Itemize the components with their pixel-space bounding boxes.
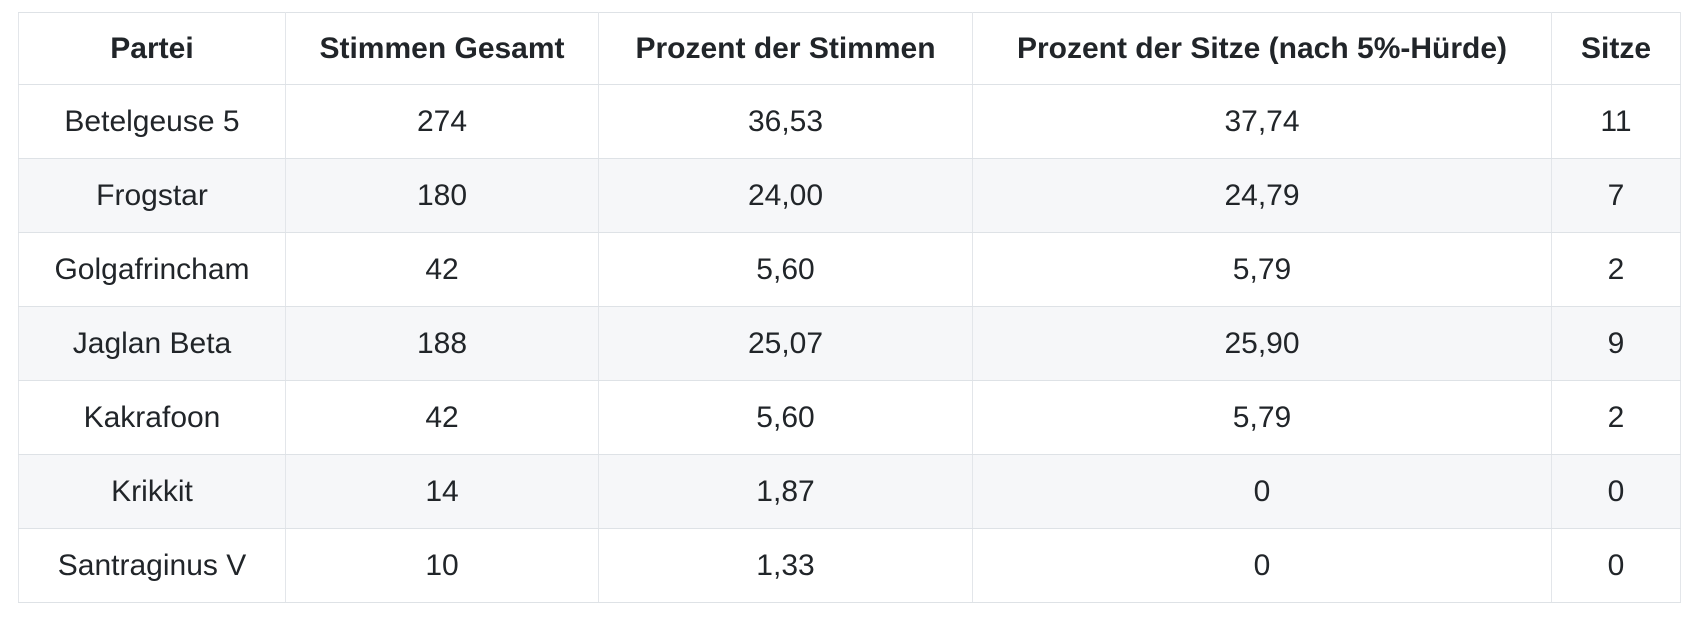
table-cell: 7	[1551, 158, 1681, 233]
column-header: Prozent der Sitze (nach 5%-Hürde)	[972, 12, 1552, 85]
table-cell: 24,79	[972, 158, 1552, 233]
table-cell: 2	[1551, 380, 1681, 455]
table-cell: 24,00	[598, 158, 973, 233]
table-cell: 5,60	[598, 380, 973, 455]
table-cell: 274	[285, 84, 599, 159]
table-cell: 14	[285, 454, 599, 529]
table-cell: Santraginus V	[18, 528, 286, 603]
column-header: Stimmen Gesamt	[285, 12, 599, 85]
table-cell: Jaglan Beta	[18, 306, 286, 381]
table-cell: 5,79	[972, 380, 1552, 455]
table-cell: 1,87	[598, 454, 973, 529]
table-cell: 25,90	[972, 306, 1552, 381]
table-cell: 1,33	[598, 528, 973, 603]
table-row: Santraginus V 10 1,33 0 0	[18, 528, 1681, 603]
table-cell: 0	[1551, 454, 1681, 529]
table-cell: 2	[1551, 232, 1681, 307]
table-cell: 36,53	[598, 84, 973, 159]
table-cell: Golgafrincham	[18, 232, 286, 307]
table-cell: 37,74	[972, 84, 1552, 159]
results-table: Partei Stimmen Gesamt Prozent der Stimmen P…	[18, 12, 1681, 603]
table-cell: Krikkit	[18, 454, 286, 529]
table-header: Partei Stimmen Gesamt Prozent der Stimmen P…	[18, 12, 1681, 85]
table-row: Betelgeuse 5 274 36,53 37,74 11	[18, 84, 1681, 159]
table-cell: 188	[285, 306, 599, 381]
table-cell: Betelgeuse 5	[18, 84, 286, 159]
column-header: Prozent der Stimmen	[598, 12, 973, 85]
table-cell: 0	[972, 454, 1552, 529]
table-body: Betelgeuse 5 274 36,53 37,74 11 Frogstar 180 24…	[18, 84, 1681, 603]
table-cell: 180	[285, 158, 599, 233]
table-row: Golgafrincham 42 5,60 5,79 2	[18, 232, 1681, 307]
table-cell: 0	[972, 528, 1552, 603]
table-cell: 0	[1551, 528, 1681, 603]
table-row: Krikkit 14 1,87 0 0	[18, 454, 1681, 529]
table-cell: 9	[1551, 306, 1681, 381]
table-cell: 10	[285, 528, 599, 603]
column-header: Sitze	[1551, 12, 1681, 85]
table-cell: 25,07	[598, 306, 973, 381]
table-row: Frogstar 180 24,00 24,79 7	[18, 158, 1681, 233]
table-cell: 42	[285, 380, 599, 455]
table-row: Kakrafoon 42 5,60 5,79 2	[18, 380, 1681, 455]
table-row: Jaglan Beta 188 25,07 25,90 9	[18, 306, 1681, 381]
table-cell: Frogstar	[18, 158, 286, 233]
table-cell: Kakrafoon	[18, 380, 286, 455]
table-cell: 11	[1551, 84, 1681, 159]
table-cell: 5,79	[972, 232, 1552, 307]
header-row: Partei Stimmen Gesamt Prozent der Stimmen P…	[18, 12, 1681, 85]
column-header: Partei	[18, 12, 286, 85]
table-cell: 5,60	[598, 232, 973, 307]
table-cell: 42	[285, 232, 599, 307]
